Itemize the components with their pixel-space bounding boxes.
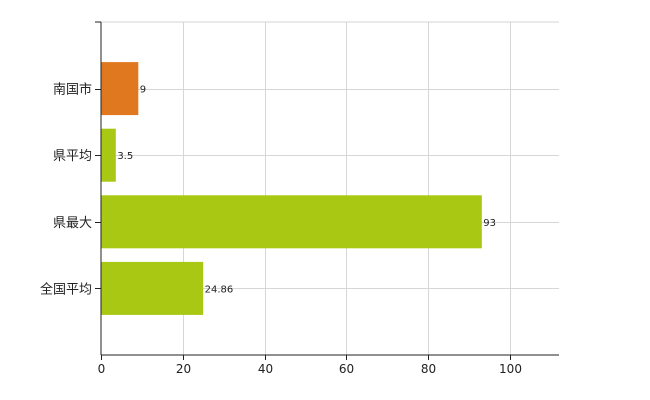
bar (101, 261, 204, 315)
x-tick-label: 60 (339, 362, 354, 376)
bar (101, 62, 139, 116)
y-tick-label: 県平均 (53, 149, 92, 164)
x-tick-label: 40 (258, 362, 273, 376)
x-tick-label: 80 (421, 362, 436, 376)
data-label: 93 (483, 218, 496, 229)
data-label: 9 (140, 85, 146, 96)
label-layer: 0 20 40 60 80 100 南国市 9 県平均 3.5 県最大 93 全国平均 24.86 (40, 82, 522, 376)
axis-layer (95, 21, 559, 360)
y-tick-label: 県最大 (53, 216, 92, 231)
bar (101, 195, 482, 249)
bar (101, 128, 116, 182)
y-tick-label: 全国平均 (40, 281, 92, 297)
data-label: 3.5 (117, 151, 133, 162)
y-tick-label: 南国市 (53, 82, 92, 98)
bar-layer (101, 62, 482, 315)
data-label: 24.86 (205, 284, 234, 295)
x-tick-label: 100 (499, 362, 522, 376)
x-tick-label: 0 (98, 362, 106, 376)
x-tick-label: 20 (176, 362, 191, 376)
